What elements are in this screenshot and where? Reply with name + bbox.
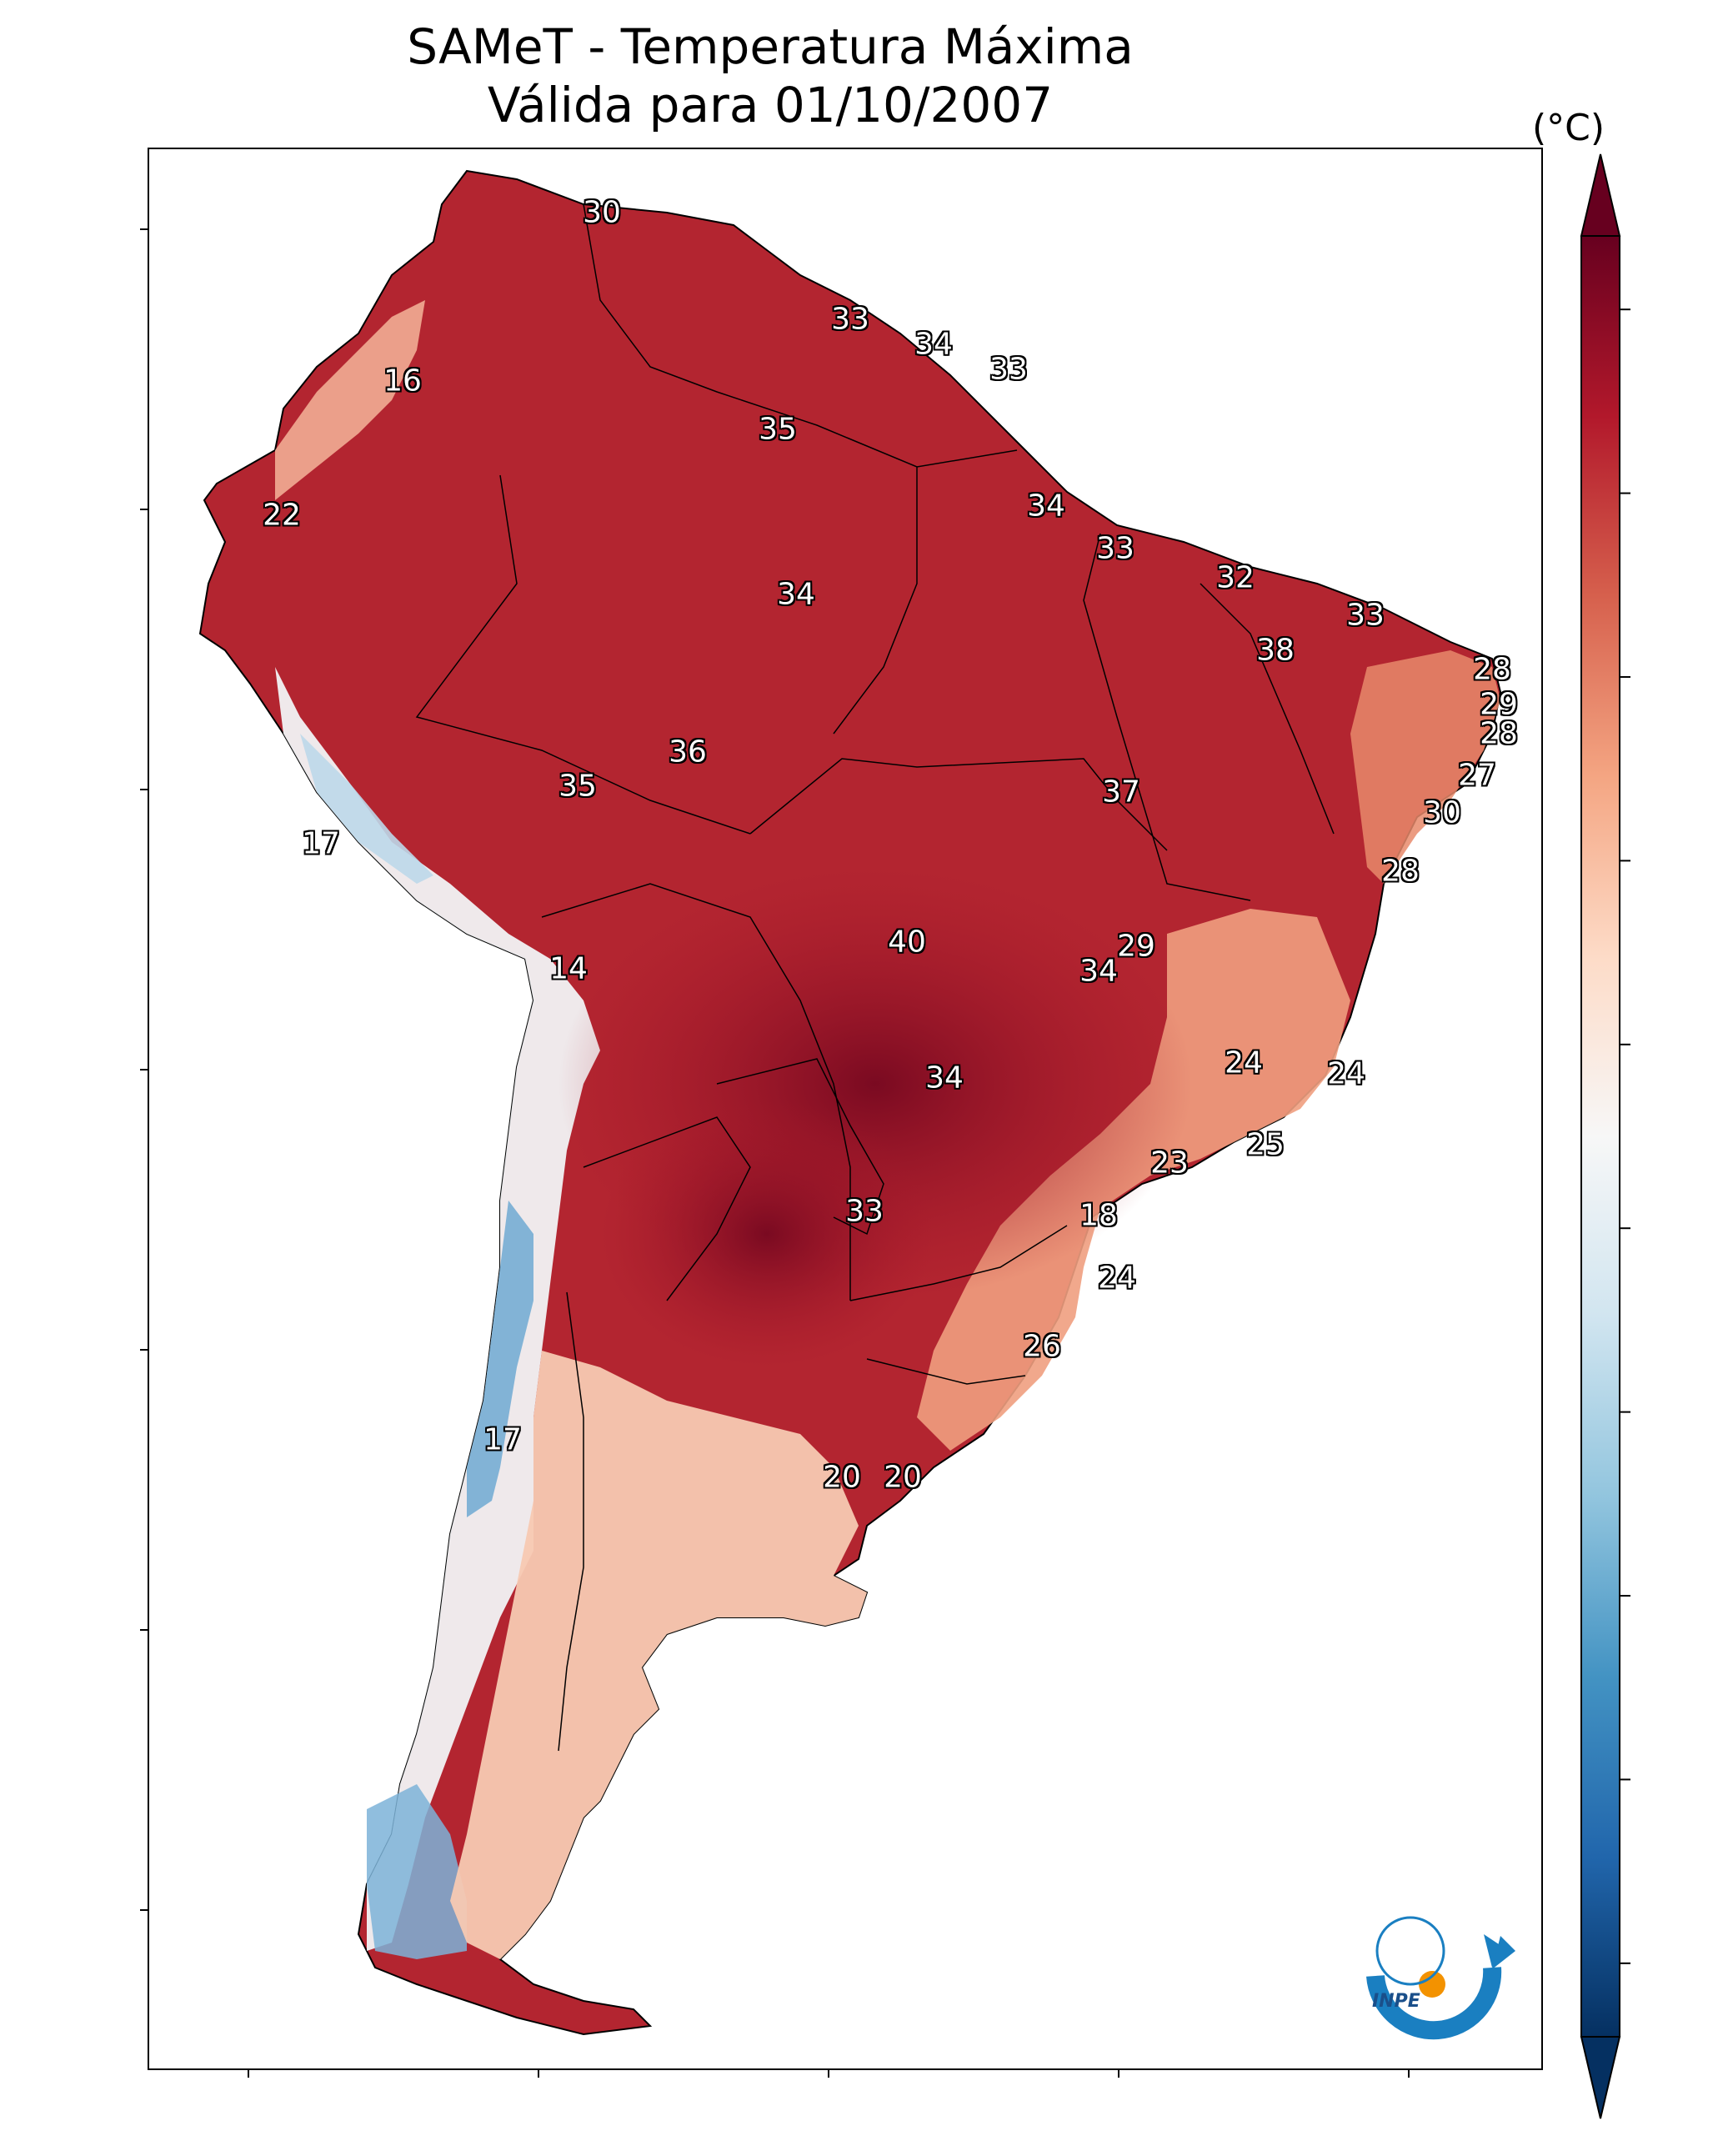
contour-label: 30 <box>583 195 621 230</box>
contour-label: 34 <box>777 577 815 612</box>
contour-label: 20 <box>823 1460 861 1495</box>
colorbar-unit: (°C) <box>1532 107 1605 149</box>
contour-label: 34 <box>1027 489 1065 524</box>
map-title: SAMeT - Temperatura Máxima <box>407 18 1134 75</box>
contour-label: 29 <box>1480 687 1518 722</box>
colorbar-ticks <box>1620 308 1630 1964</box>
contour-label: 25 <box>1246 1127 1285 1162</box>
contour-label: 32 <box>1216 560 1255 595</box>
contour-label: 17 <box>483 1422 522 1457</box>
contour-label: 26 <box>1023 1329 1061 1364</box>
peru-blue <box>300 734 433 884</box>
contour-label: 28 <box>1381 854 1420 889</box>
axis-ticks <box>140 228 1410 2078</box>
contour-label: 23 <box>1150 1146 1189 1181</box>
southern-cone-warm <box>450 1351 867 1959</box>
contour-label: 33 <box>1346 598 1385 633</box>
contour-label: 36 <box>669 735 707 770</box>
contour-label: 24 <box>1098 1261 1136 1296</box>
inpe-logo-icon <box>1366 1916 1515 2040</box>
contour-label: 34 <box>914 327 953 362</box>
contour-label: 33 <box>845 1194 884 1229</box>
contour-label: 33 <box>1096 531 1134 566</box>
contour-label: 17 <box>302 826 340 861</box>
contour-label: 24 <box>1225 1045 1263 1081</box>
contour-label: 24 <box>1327 1056 1365 1091</box>
colombia-highlands <box>275 300 425 500</box>
contour-label: 29 <box>1117 929 1155 964</box>
contour-label: 33 <box>989 352 1028 387</box>
contour-label: 35 <box>759 412 797 447</box>
hot-core-chaco <box>600 1101 934 1367</box>
contour-label: 28 <box>1473 652 1511 687</box>
contour-label: 37 <box>1102 775 1140 810</box>
contour-label: 33 <box>831 302 869 337</box>
contour-label: 38 <box>1256 633 1295 668</box>
patagonia-blue <box>367 1784 467 1959</box>
contour-label: 28 <box>1480 716 1518 751</box>
contour-label: 14 <box>549 951 588 986</box>
contour-label: 16 <box>383 364 422 399</box>
contour-label: 40 <box>888 925 926 960</box>
contour-label: 27 <box>1458 758 1496 793</box>
map-subtitle: Válida para 01/10/2007 <box>487 77 1054 133</box>
brazil-northeast-coast-warm <box>1350 650 1500 884</box>
contour-label: 34 <box>925 1060 964 1096</box>
contour-label: 35 <box>558 769 597 804</box>
colorbar <box>1580 153 1630 2119</box>
country-borders <box>415 203 1335 1752</box>
contour-label: 20 <box>884 1460 922 1495</box>
contour-label: 22 <box>263 498 301 533</box>
andes-cool-band <box>275 667 600 1951</box>
andes-blue-core <box>467 1201 533 1517</box>
contour-label: 30 <box>1423 795 1461 830</box>
inpe-logo-text: INPE <box>1372 1991 1420 2012</box>
contour-label: 18 <box>1079 1198 1118 1233</box>
colorbar-bottom-arrow <box>1580 2036 1621 2119</box>
contour-label: 34 <box>1079 954 1118 989</box>
colorbar-gradient <box>1580 235 1620 2038</box>
colorbar-top-arrow <box>1580 153 1621 237</box>
